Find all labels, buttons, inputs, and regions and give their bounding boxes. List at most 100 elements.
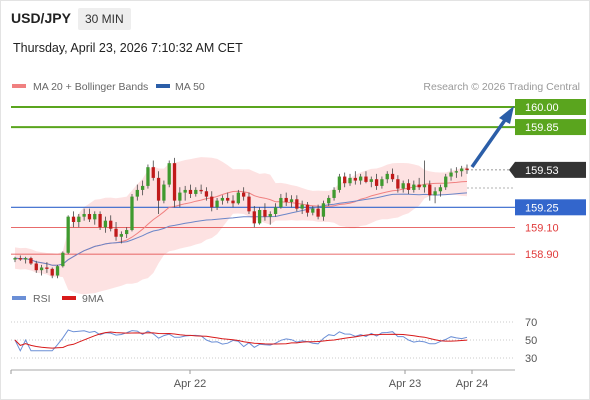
candle-body <box>401 183 405 189</box>
candle-body <box>343 176 347 184</box>
timeframe-button[interactable]: 30 MIN <box>78 8 131 30</box>
candle-body <box>321 203 326 217</box>
candle-body <box>50 268 54 276</box>
candle-body <box>422 184 427 188</box>
candle-body <box>188 189 193 194</box>
candle-body <box>284 197 288 202</box>
candle-body <box>289 199 294 202</box>
resistance-label: 159.85 <box>525 122 559 134</box>
price-levels <box>11 106 515 255</box>
candle-body <box>146 167 150 186</box>
candle-body <box>210 196 214 208</box>
symbol-title: USD/JPY <box>11 10 71 26</box>
support-label: 158.90 <box>525 249 559 261</box>
candle-body <box>353 177 357 181</box>
candle-body <box>130 196 134 231</box>
candle-body <box>332 189 336 198</box>
candle-body <box>114 228 118 237</box>
credit-text: Research © 2026 Trading Central <box>423 81 580 93</box>
candle-body <box>449 172 453 177</box>
ma50-legend-label: MA 50 <box>175 81 205 93</box>
candle-body <box>257 209 262 224</box>
rsi-tick-label: 30 <box>525 353 537 365</box>
current-price-label: 159.53 <box>525 165 559 177</box>
candle-body <box>23 258 28 260</box>
candle-body <box>103 220 108 228</box>
candle-body <box>220 197 225 201</box>
candle-body <box>87 214 92 220</box>
rsi-legend-label: RSI <box>33 293 51 305</box>
candle-body <box>194 189 198 194</box>
forecast-arrow <box>470 106 514 169</box>
candle-body <box>183 189 187 193</box>
candle-body <box>29 258 33 264</box>
candle-body <box>417 184 421 188</box>
candle-body <box>268 214 272 217</box>
candle-body <box>66 216 70 253</box>
candle-body <box>247 196 251 212</box>
candle-body <box>428 184 432 196</box>
candle-body <box>390 173 395 180</box>
candle-body <box>215 200 219 208</box>
rsi-tick-label: 70 <box>525 317 537 329</box>
candle-body <box>236 192 240 204</box>
candle-body <box>125 230 129 235</box>
candle-body <box>385 173 389 180</box>
candle-body <box>82 214 86 217</box>
level-labels: 160.00 159.85 159.53 159.25 159.10 158.90 <box>509 99 586 261</box>
candle-body <box>151 167 155 178</box>
timestamp: Thursday, April 23, 2026 7:10:32 AM CET <box>13 41 243 55</box>
candle-body <box>242 192 246 197</box>
candle-body <box>231 200 235 204</box>
rsi-ma-legend-swatch <box>62 296 76 300</box>
candle-body <box>77 216 81 223</box>
candle-body <box>305 204 310 213</box>
candle-body <box>18 258 22 260</box>
pivot-label: 159.25 <box>525 202 559 214</box>
candle-body <box>460 168 464 172</box>
candle-body <box>45 267 49 269</box>
candle-body <box>263 209 267 217</box>
candle-body <box>252 211 256 224</box>
forecast-arrow-head <box>499 106 514 124</box>
candle-body <box>61 252 65 267</box>
candle-body <box>364 176 368 182</box>
moving-averages <box>14 181 468 266</box>
candle-body <box>438 187 443 192</box>
resistance-label: 160.00 <box>525 102 559 114</box>
candle-body <box>162 184 166 201</box>
x-ticks: Apr 22 Apr 23 Apr 24 <box>10 370 488 390</box>
candle-body <box>156 177 161 201</box>
rsi-line <box>14 329 468 352</box>
candle-body <box>13 258 17 260</box>
candle-body <box>311 208 315 213</box>
pivot-label-box <box>515 199 586 216</box>
candle-body <box>380 179 384 186</box>
candle-body <box>119 234 124 237</box>
candle-body <box>39 267 44 271</box>
candle-body <box>135 189 139 197</box>
candle-body <box>433 191 437 196</box>
candle-body <box>226 197 230 201</box>
ma20-legend-label: MA 20 + Bollinger Bands <box>33 81 148 93</box>
candle-body <box>199 189 203 192</box>
candle-body <box>358 176 363 181</box>
candle-body <box>109 220 113 229</box>
ma20-legend-swatch <box>12 84 26 88</box>
candle-body <box>374 179 379 186</box>
rsi-legend-swatch <box>12 296 26 300</box>
candle-body <box>316 208 320 217</box>
ma50-line <box>14 192 468 266</box>
candle-body <box>273 207 278 214</box>
candle-body <box>55 266 60 276</box>
rsi-ma-line <box>14 331 468 349</box>
candle-body <box>444 176 448 188</box>
candle-body <box>172 163 177 201</box>
bollinger-band-area <box>15 157 467 295</box>
resistance-label-box <box>515 99 586 115</box>
candle-body <box>167 163 171 185</box>
candle-body <box>295 199 299 209</box>
candle-body <box>348 177 352 184</box>
support-label: 159.10 <box>525 222 559 234</box>
